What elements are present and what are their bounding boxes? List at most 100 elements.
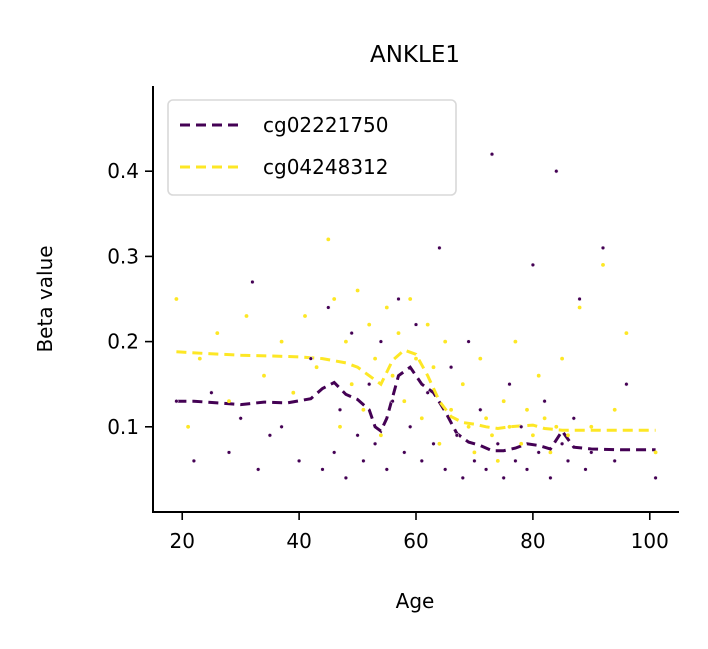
point-cg04248312-4 [227, 399, 231, 404]
point-cg04248312-3 [215, 331, 220, 335]
point-cg04248312-24 [402, 399, 407, 404]
point-cg04248312-6 [262, 373, 266, 378]
legend-frame [167, 99, 457, 196]
point-cg04248312-9 [303, 314, 307, 318]
point-cg04248312-14 [344, 339, 348, 344]
y-axis-title: Beta value [33, 245, 57, 352]
point-cg04248312-2 [197, 356, 202, 361]
point-cg02221750-38 [478, 407, 483, 412]
point-cg02221750-9 [296, 458, 302, 464]
point-cg04248312-50 [554, 424, 559, 429]
x-axis-title: Age [396, 589, 435, 613]
point-cg04248312-42 [507, 424, 512, 429]
data-points [174, 152, 658, 481]
x-tick-label-40: 40 [286, 529, 311, 553]
legend: cg02221750 cg04248312 [167, 99, 457, 196]
x-tick-label-60: 60 [403, 529, 428, 553]
point-cg04248312-12 [332, 297, 337, 301]
point-cg04248312-43 [513, 339, 518, 344]
point-cg04248312-17 [361, 407, 366, 412]
point-cg02221750-40 [489, 152, 495, 157]
point-cg04248312-11 [326, 237, 331, 242]
y-tick-label-0.3: 0.3 [107, 244, 139, 268]
y-tick-label-0.2: 0.2 [107, 330, 139, 354]
point-cg02221750-60 [624, 382, 629, 387]
point-cg04248312-57 [624, 331, 629, 335]
point-cg04248312-10 [314, 365, 319, 370]
point-cg04248312-35 [466, 424, 471, 429]
point-cg04248312-56 [612, 407, 617, 412]
point-cg04248312-28 [425, 322, 430, 327]
point-cg02221750-12 [326, 305, 331, 310]
point-cg02221750-7 [267, 433, 273, 438]
point-cg02221750-26 [408, 424, 413, 429]
point-cg04248312-45 [525, 407, 529, 412]
point-cg04248312-25 [408, 297, 413, 301]
y-axis-ticks: 0.1 0.2 0.3 0.4 [107, 159, 153, 439]
point-cg02221750-55 [577, 296, 582, 302]
point-cg04248312-53 [577, 305, 582, 310]
point-cg02221750-56 [583, 467, 588, 472]
legend-label-cg02221750: cg02221750 [263, 113, 389, 137]
point-cg02221750-21 [378, 339, 384, 344]
point-cg04248312-0 [174, 297, 179, 301]
point-cg04248312-41 [501, 399, 506, 404]
point-cg02221750-20 [372, 441, 378, 446]
legend-label-cg04248312: cg04248312 [263, 155, 389, 179]
point-cg04248312-37 [478, 356, 483, 361]
point-cg02221750-59 [612, 458, 617, 464]
y-tick-label-0.1: 0.1 [107, 415, 139, 439]
point-cg04248312-5 [244, 314, 249, 318]
point-cg02221750-53 [565, 458, 571, 464]
point-cg02221750-30 [431, 441, 436, 446]
point-cg02221750-44 [513, 458, 518, 464]
point-cg02221750-11 [320, 467, 325, 472]
point-cg02221750-22 [384, 467, 389, 472]
point-cg02221750-42 [501, 475, 506, 481]
trend-line-cg02221750 [176, 365, 656, 453]
point-cg02221750-36 [466, 339, 471, 344]
point-cg02221750-3 [226, 450, 232, 455]
point-cg02221750-5 [250, 279, 255, 285]
point-cg02221750-46 [524, 467, 530, 472]
point-cg04248312-47 [536, 373, 541, 378]
point-cg02221750-6 [256, 467, 261, 472]
point-cg02221750-25 [402, 450, 407, 455]
point-cg04248312-44 [519, 441, 524, 446]
point-cg02221750-51 [554, 169, 559, 174]
point-cg04248312-18 [367, 322, 372, 327]
point-cg04248312-31 [443, 339, 448, 344]
point-cg02221750-34 [454, 433, 460, 438]
point-cg02221750-37 [472, 458, 477, 464]
point-cg04248312-30 [437, 441, 442, 446]
x-tick-label-80: 80 [520, 529, 545, 553]
point-cg04248312-54 [589, 424, 594, 429]
point-cg02221750-2 [209, 390, 214, 395]
point-cg02221750-58 [600, 245, 606, 251]
point-cg04248312-21 [384, 305, 389, 310]
point-cg04248312-13 [338, 424, 342, 429]
x-tick-label-20: 20 [169, 529, 194, 553]
point-cg02221750-8 [279, 424, 284, 429]
point-cg02221750-31 [437, 245, 442, 251]
point-cg04248312-48 [542, 416, 547, 421]
point-cg04248312-29 [431, 365, 436, 370]
point-cg02221750-41 [495, 441, 500, 446]
x-axis-ticks: 20 40 60 80 100 [169, 512, 669, 553]
point-cg04248312-22 [390, 373, 395, 378]
point-cg02221750-27 [413, 322, 419, 327]
point-cg02221750-49 [542, 399, 547, 404]
point-cg02221750-13 [332, 450, 337, 455]
point-cg02221750-0 [174, 399, 179, 404]
point-cg02221750-50 [548, 475, 553, 481]
point-cg04248312-19 [373, 356, 377, 361]
point-cg04248312-55 [601, 263, 605, 267]
point-cg02221750-28 [419, 458, 424, 464]
point-cg04248312-40 [495, 459, 500, 463]
y-tick-label-0.4: 0.4 [107, 159, 139, 183]
point-cg02221750-35 [460, 475, 465, 481]
point-cg04248312-1 [186, 424, 191, 429]
point-cg02221750-17 [355, 433, 360, 438]
chart-title: ANKLE1 [370, 42, 460, 68]
trend-line-cg04248312 [176, 348, 656, 432]
